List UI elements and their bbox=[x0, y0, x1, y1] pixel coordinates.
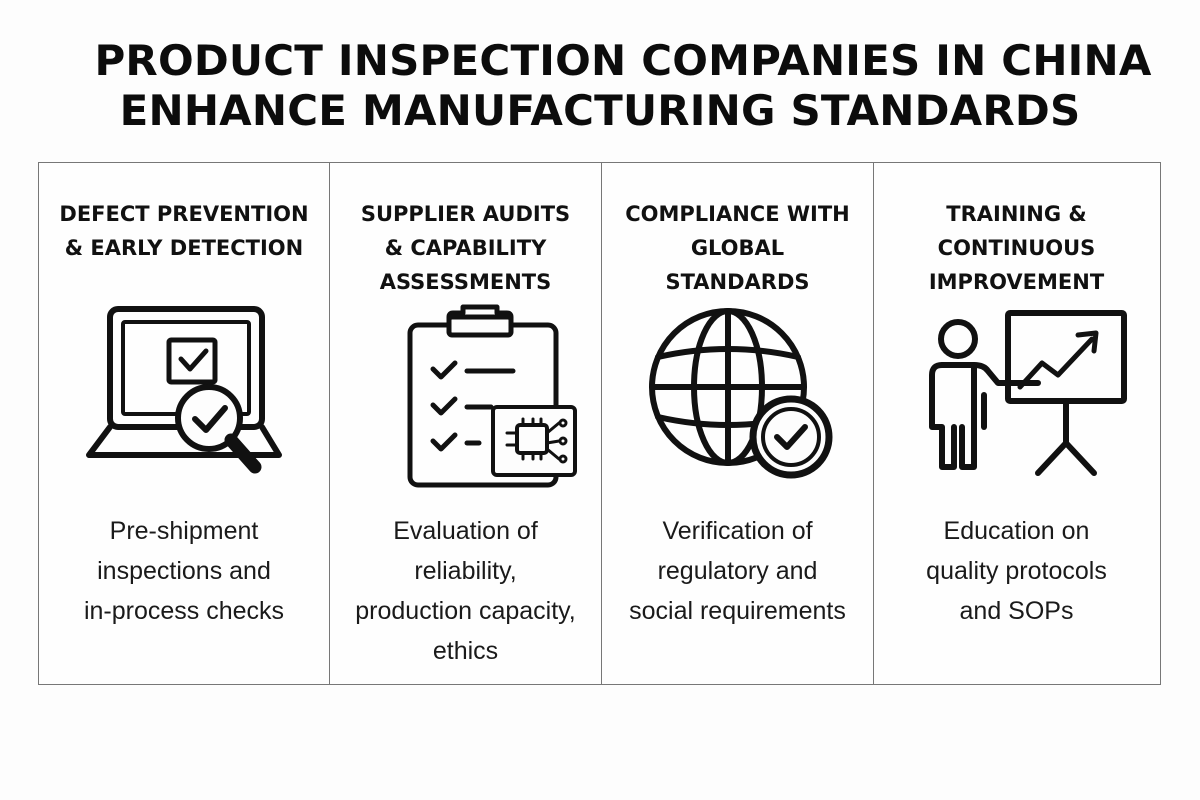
clipboard-checklist-chip-icon bbox=[330, 303, 601, 503]
column-heading: COMPLIANCE WITH GLOBAL STANDARDS bbox=[625, 202, 850, 294]
benefits-grid: DEFECT PREVENTION & EARLY DETECTION Pre-… bbox=[38, 162, 1161, 685]
column-supplier-audits: SUPPLIER AUDITS & CAPABILITY ASSESSMENTS bbox=[329, 163, 601, 684]
column-description: Pre-shipment inspections and in-process … bbox=[83, 517, 285, 625]
column-description: Education on quality protocols and SOPs bbox=[926, 517, 1107, 625]
column-heading: TRAINING & CONTINUOUS IMPROVEMENT bbox=[928, 202, 1105, 294]
globe-check-icon bbox=[602, 303, 873, 503]
page-title: PRODUCT INSPECTION COMPANIES IN CHINA EN… bbox=[0, 36, 1200, 136]
title-line-2: ENHANCE MANUFACTURING STANDARDS bbox=[119, 86, 1081, 135]
laptop-magnifier-check-icon bbox=[39, 303, 329, 503]
column-heading: DEFECT PREVENTION & EARLY DETECTION bbox=[59, 202, 309, 260]
column-global-standards: COMPLIANCE WITH GLOBAL STANDARDS Verific… bbox=[601, 163, 873, 684]
column-training: TRAINING & CONTINUOUS IMPROVEMENT Educat… bbox=[873, 163, 1159, 684]
title-line-1: PRODUCT INSPECTION COMPANIES IN CHINA bbox=[94, 36, 1152, 85]
presenter-chart-icon bbox=[874, 303, 1159, 503]
column-defect-prevention: DEFECT PREVENTION & EARLY DETECTION Pre-… bbox=[39, 163, 329, 684]
column-heading: SUPPLIER AUDITS & CAPABILITY ASSESSMENTS bbox=[360, 202, 571, 294]
column-description: Evaluation of reliability, production ca… bbox=[355, 517, 576, 665]
column-description: Verification of regulatory and social re… bbox=[629, 517, 846, 625]
